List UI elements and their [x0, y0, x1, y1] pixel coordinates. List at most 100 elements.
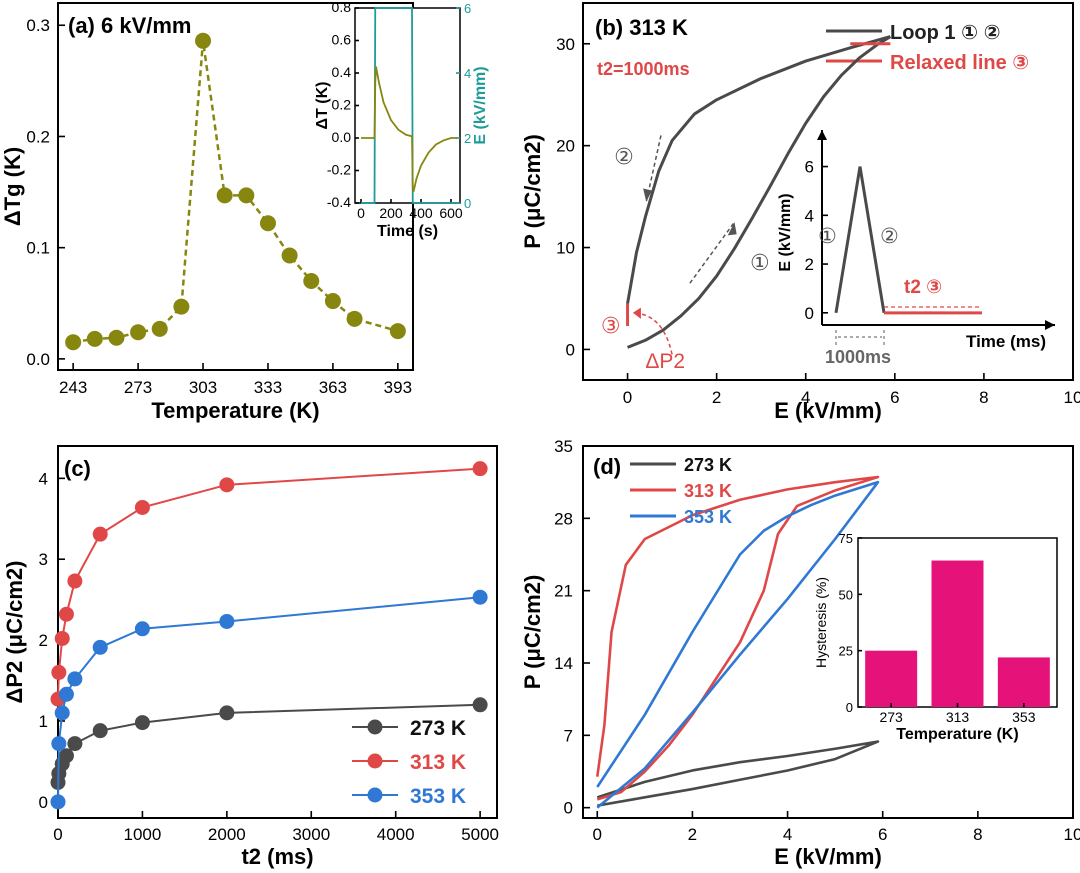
panel-c-legend-marker: [367, 753, 383, 769]
panel-c-legend-label: 273 K: [410, 717, 466, 740]
panel-a-xtick-label: 363: [319, 378, 347, 397]
panel-a-inset-ylabel-left: ΔT (K): [314, 82, 331, 130]
panel-a-point: [324, 293, 341, 310]
panel-c-point: [54, 705, 70, 721]
panel-b-legend-label: Loop 1 ① ②: [890, 22, 1001, 44]
panel-a-xlabel: Temperature (K): [151, 398, 319, 423]
panel-b-ytick-label: 20: [556, 137, 575, 156]
panel-b-deltap-arrow: [632, 312, 673, 355]
panel-a-ytick-label: 0.3: [26, 16, 50, 35]
panel-a-xtick-label: 333: [254, 378, 282, 397]
panel-c-xtick-label: 4000: [377, 825, 415, 844]
panel-a-point: [281, 247, 298, 264]
panel-d-xtick-label: 4: [783, 825, 792, 844]
panel-d-ytick-label: 0: [564, 799, 573, 818]
panel-a-inset-xtick-label: 0: [357, 205, 365, 221]
panel-d-ylabel: P (μC/cm2): [520, 575, 545, 690]
panel-b-inset-ytick-label: 6: [805, 158, 814, 177]
panel-c-point: [472, 697, 488, 713]
panel-b-ylabel: P (μC/cm2): [520, 134, 545, 249]
panel-d-inset-xtick-label: 273: [879, 709, 903, 725]
panel-c-point: [134, 499, 150, 515]
panel-d-inset-ytick-label: 0: [846, 700, 853, 715]
panel-a-inset: -0.4 -0.2 0.0 0.2 0.4 0.6 0.8 0 2 4 6 0 200 400 600Tim…: [314, 0, 489, 240]
panel-c-point: [92, 526, 108, 542]
panel-c-ytick-label: 4: [39, 469, 48, 488]
panel-b-arrow-up: [689, 221, 736, 284]
panel-b-inset-label: t2 ③: [904, 277, 942, 298]
panel-c-point: [134, 715, 150, 731]
panel-a-ytick-label: 0.2: [26, 127, 50, 146]
panel-a-ytick-label: 0.0: [26, 350, 50, 369]
panel-a-point: [173, 298, 190, 315]
panel-b-inset-ytick-label: 2: [805, 255, 814, 274]
panel-c-ylabel: ΔP2 (μC/cm2): [2, 561, 27, 704]
panel-c-xtick-label: 2000: [208, 825, 246, 844]
panel-c-point: [67, 573, 83, 589]
panel-c-ytick-label: 3: [39, 550, 48, 569]
panel-b-xtick-label: 2: [712, 388, 721, 407]
panel-c-ytick-label: 0: [39, 793, 48, 812]
panel-b-xtick-label: 10: [1064, 388, 1080, 407]
panel-b-legend-label: Relaxed line ③: [890, 52, 1029, 74]
panel-c-xtick-label: 0: [53, 825, 62, 844]
panel-c-legend-label: 313 K: [410, 751, 466, 774]
panel-a-inset-ytick-right-label: 0: [464, 196, 471, 211]
panel-a-point: [216, 187, 233, 204]
panel-a-inset-ytick-label: 0.6: [332, 32, 352, 48]
panel-b-inset: 0 2 4 6 E (kV/mm) Time (ms) ① ② t2 ③ 1000ms: [777, 130, 1055, 367]
panel-d-xtick-label: 6: [878, 825, 887, 844]
panel-b-inset-xaxis-arrow: [1045, 320, 1055, 330]
panel-a-xtick-label: 243: [59, 378, 87, 397]
panel-c-point: [51, 664, 67, 680]
panel-b-inset-xlabel: Time (ms): [966, 332, 1046, 351]
panel-a-inset-ytick-label: 0.0: [332, 129, 352, 145]
panel-b-annotation: ③: [601, 313, 621, 338]
panel-d-xtick-label: 0: [593, 825, 602, 844]
panel-a-inset-ytick-label: 0.8: [332, 0, 352, 15]
panel-a-inset-frame: [354, 7, 461, 204]
panel-b-arrow-up-head: [727, 222, 737, 236]
panel-a-inset-ylabel-right: E (kV/mm): [472, 66, 489, 144]
panel-a-ylabel: ΔTg (K): [0, 147, 25, 226]
panel-d-xtick-label: 8: [973, 825, 982, 844]
panel-d-inset-xlabel: Temperature (K): [896, 726, 1018, 743]
panel-a-point: [238, 187, 255, 204]
panel-c-point: [58, 606, 74, 622]
panel-a-point: [195, 32, 212, 49]
panel-a-inset-xlabel: Time (s): [377, 223, 438, 240]
panel-d-inset-ytick-label: 75: [839, 531, 853, 546]
panel-c-point: [58, 686, 74, 702]
panel-a-label: (a) 6 kV/mm: [68, 13, 192, 38]
panel-c: 0 1000 2000 3000 4000 5000 0 1 2 3 4 t2 (ms) ΔP2 (μC…: [2, 445, 499, 869]
panel-a-inset-xtick-label: 400: [409, 205, 433, 221]
panel-b-xtick-label: 6: [890, 388, 899, 407]
panel-d-inset-ytick-label: 50: [839, 587, 853, 602]
panel-c-label: (c): [64, 456, 91, 481]
panel-a-point: [389, 323, 406, 340]
panel-a-inset-ytick-label: 0.4: [332, 64, 352, 80]
panel-a-inset-ytick-right-label: 4: [464, 66, 471, 81]
panel-a-xtick-label: 393: [384, 378, 412, 397]
panel-b-arrow-down-head: [643, 188, 653, 202]
panel-b-ytick-label: 0: [566, 340, 575, 359]
panel-d-inset-xtick-label: 353: [1012, 709, 1036, 725]
panel-c-xlabel: t2 (ms): [241, 844, 313, 869]
panel-d: 0 2 4 6 8 10 0 7 14 21 28 35 E (kV/mm) P (μC/cm2) (d) 2…: [520, 437, 1080, 869]
panel-b-xlabel: E (kV/mm): [774, 398, 882, 423]
panel-d-ytick-label: 14: [554, 654, 573, 673]
panel-b-annotation: ②: [614, 144, 634, 169]
panel-d-xtick-label: 2: [688, 825, 697, 844]
panel-a-series-line: [72, 40, 399, 344]
panel-b-annotation: ΔP2: [645, 350, 685, 373]
panel-c-point: [54, 630, 70, 646]
panel-c-series-line: [57, 467, 481, 700]
panel-d-frame: [582, 445, 1074, 819]
panel-a-inset-xtick-label: 600: [439, 205, 463, 221]
panel-c-ytick-label: 1: [39, 712, 48, 731]
panel-b-inset-ylabel: E (kV/mm): [777, 193, 794, 271]
panel-c-point: [92, 639, 108, 655]
panel-b-ytick-label: 30: [556, 35, 575, 54]
